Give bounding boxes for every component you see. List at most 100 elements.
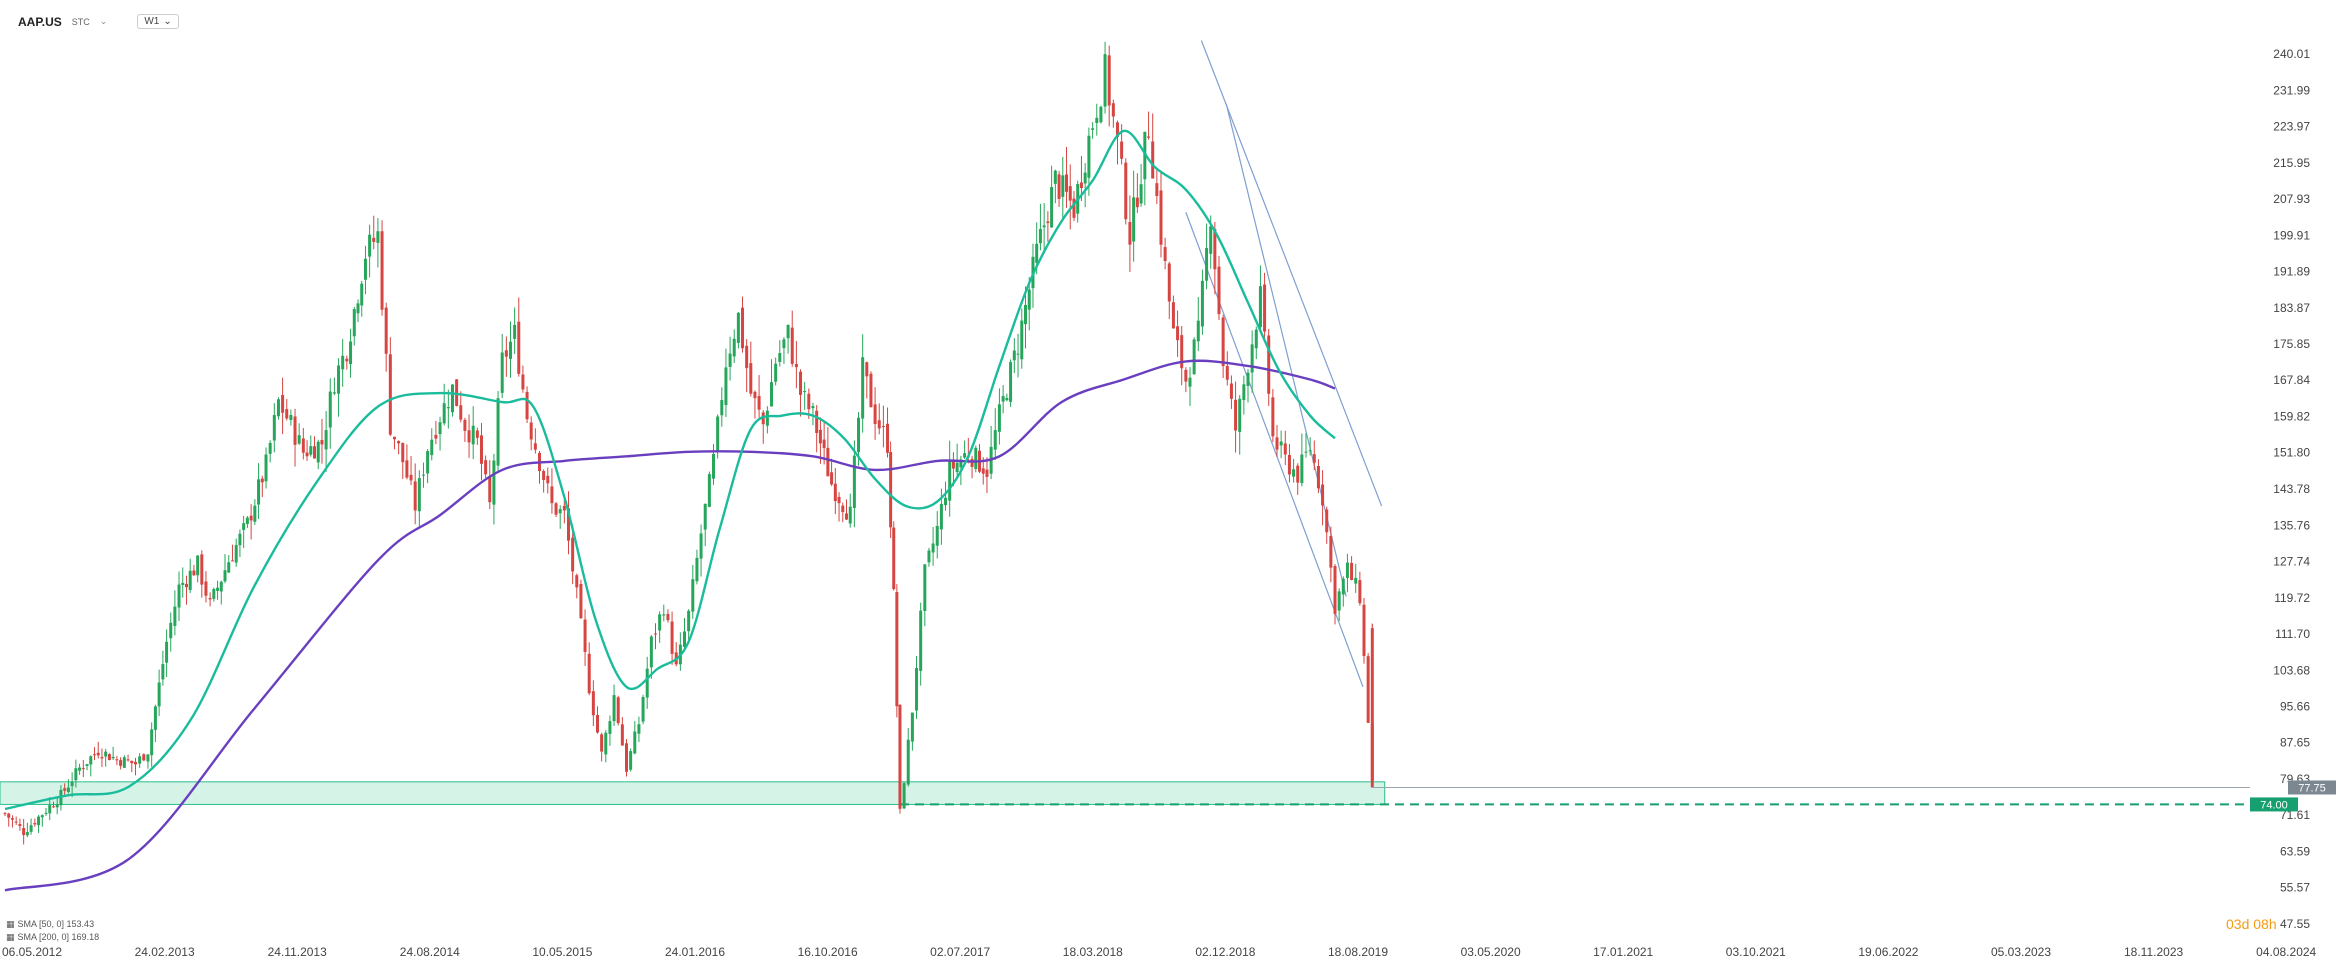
candle-body bbox=[782, 339, 786, 349]
candle-body bbox=[1163, 247, 1167, 262]
candle-body bbox=[48, 805, 52, 814]
candle-body bbox=[238, 533, 242, 546]
candle-body bbox=[442, 403, 446, 424]
candle-body bbox=[421, 474, 425, 476]
y-tick-label: 167.84 bbox=[2273, 373, 2310, 387]
candle-body bbox=[1287, 454, 1291, 475]
candles bbox=[3, 41, 1374, 845]
chevron-down-icon: ⌄ bbox=[163, 16, 172, 27]
candle-body bbox=[1321, 484, 1325, 506]
candle-body bbox=[397, 441, 401, 444]
candle-body bbox=[712, 453, 716, 479]
candle-body bbox=[1155, 183, 1159, 197]
candle-body bbox=[745, 345, 749, 369]
candle-body bbox=[616, 697, 620, 724]
candle-body bbox=[430, 439, 434, 456]
candle-body bbox=[63, 788, 67, 791]
x-tick-label: 19.06.2022 bbox=[1858, 945, 1918, 959]
candle-body bbox=[496, 398, 500, 466]
candle-body bbox=[14, 821, 18, 823]
candle-body bbox=[970, 458, 974, 467]
candle-body bbox=[778, 353, 782, 362]
candle-body bbox=[571, 537, 575, 572]
candle-body bbox=[192, 570, 196, 576]
legend-text: SMA [50, 0] 153.43 bbox=[17, 919, 95, 929]
candle-body bbox=[935, 525, 939, 546]
candle-body bbox=[774, 363, 778, 382]
trend-channel-upper[interactable] bbox=[1200, 40, 1383, 507]
candle-body bbox=[1205, 248, 1209, 281]
chart-header: AAP.US STC ⌄ W1 ⌄ bbox=[18, 14, 179, 29]
candle-body bbox=[1238, 398, 1242, 432]
candle-body bbox=[587, 653, 591, 694]
candle-body bbox=[513, 324, 517, 339]
candle-body bbox=[815, 410, 819, 434]
candle-body bbox=[1038, 229, 1042, 244]
candle-body bbox=[1242, 384, 1246, 400]
candle-body bbox=[873, 404, 877, 425]
candle-body bbox=[1250, 344, 1254, 373]
candle-body bbox=[89, 756, 93, 765]
candle-body bbox=[612, 695, 616, 722]
candle-body bbox=[313, 446, 317, 459]
candle-body bbox=[309, 446, 313, 455]
candle-body bbox=[790, 327, 794, 364]
legend-item-sma50[interactable]: ▦ SMA [50, 0] 153.43 bbox=[6, 918, 99, 931]
candle-body bbox=[450, 384, 454, 413]
candle-body bbox=[1159, 190, 1163, 245]
candle-body bbox=[1246, 372, 1250, 386]
candle-body bbox=[794, 363, 798, 368]
candle-body bbox=[1099, 106, 1103, 123]
candle-body bbox=[1095, 117, 1099, 123]
candle-body bbox=[463, 419, 467, 431]
candle-body bbox=[1258, 286, 1262, 328]
candle-body bbox=[264, 454, 268, 482]
candle-body bbox=[146, 754, 150, 762]
support-zone[interactable] bbox=[0, 781, 1386, 805]
candle-body bbox=[703, 503, 707, 530]
chevron-down-icon[interactable]: ⌄ bbox=[99, 16, 108, 26]
last-price-tag: 77.75 bbox=[2288, 780, 2336, 795]
candle-body bbox=[249, 515, 253, 521]
candle-body bbox=[852, 455, 856, 508]
y-tick-label: 223.97 bbox=[2273, 120, 2310, 134]
candle-body bbox=[1345, 562, 1349, 578]
trend-channel-lower[interactable] bbox=[1185, 212, 1364, 688]
candle-body bbox=[368, 234, 372, 257]
eye-icon[interactable]: ▦ bbox=[6, 919, 15, 929]
candle-body bbox=[575, 575, 579, 588]
candle-body bbox=[963, 453, 967, 458]
candle-body bbox=[799, 371, 803, 395]
legend-item-sma200[interactable]: ▦ SMA [200, 0] 169.18 bbox=[6, 931, 99, 944]
candle-body bbox=[204, 581, 208, 596]
candle-body bbox=[409, 474, 413, 481]
candle-body bbox=[923, 564, 927, 611]
timeframe-selector[interactable]: W1 ⌄ bbox=[137, 14, 179, 29]
candle-body bbox=[479, 435, 483, 464]
candle-body bbox=[695, 557, 699, 582]
symbol-label[interactable]: AAP.US bbox=[18, 14, 62, 29]
candle-body bbox=[376, 231, 380, 243]
candle-body bbox=[328, 391, 332, 428]
x-tick-label: 17.01.2021 bbox=[1593, 945, 1653, 959]
candle-body bbox=[629, 751, 633, 770]
candle-body bbox=[600, 734, 604, 752]
candle-body bbox=[388, 354, 392, 435]
candle-body bbox=[1217, 266, 1221, 315]
candle-body bbox=[100, 757, 104, 759]
candle-body bbox=[554, 503, 558, 515]
candle-body bbox=[579, 583, 583, 619]
candle-body bbox=[542, 470, 546, 480]
y-tick-label: 151.80 bbox=[2273, 446, 2310, 460]
candle-body bbox=[177, 584, 181, 608]
candle-body bbox=[649, 636, 653, 668]
candle-body bbox=[1091, 128, 1095, 130]
candle-body bbox=[841, 505, 845, 513]
candle-body bbox=[165, 641, 169, 663]
sma-200-line bbox=[4, 359, 1336, 892]
eye-icon[interactable]: ▦ bbox=[6, 932, 15, 942]
candle-body bbox=[316, 441, 320, 463]
candle-body bbox=[869, 373, 873, 408]
candle-body bbox=[1366, 656, 1370, 723]
